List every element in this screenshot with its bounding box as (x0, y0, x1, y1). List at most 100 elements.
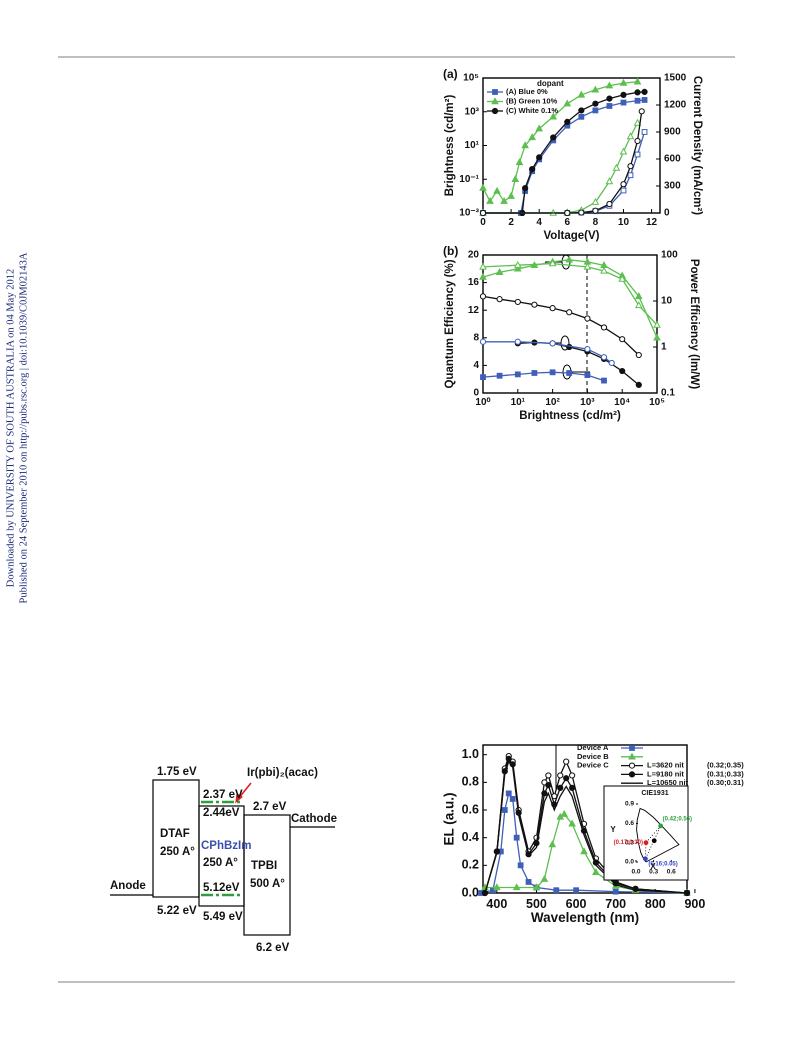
legend-label: L=3620 nit (647, 761, 684, 770)
y2-tick-label: 1200 (664, 100, 687, 111)
y2-tick-label: 300 (664, 181, 681, 192)
legend-marker (628, 762, 636, 769)
data-point (553, 887, 560, 894)
cathode-label: Cathode (291, 813, 337, 825)
data-point (635, 381, 642, 388)
data-point (557, 784, 564, 791)
data-point (522, 184, 529, 192)
data-point (619, 367, 626, 375)
cie-point (651, 838, 657, 844)
legend-group: Device C (577, 761, 609, 770)
data-point (549, 305, 556, 312)
data-point (479, 262, 487, 270)
data-point (525, 879, 532, 885)
data-point (493, 186, 501, 194)
data-point (560, 809, 569, 817)
layer-thickness: 250 A° (203, 857, 238, 869)
data-point (634, 97, 641, 104)
inset-x-label: X (650, 862, 656, 871)
data-point (626, 132, 635, 140)
legend-label: L=10650 nit (647, 778, 689, 787)
legend-cie: (0.32;0.35) (707, 761, 744, 770)
data-point (606, 95, 613, 102)
energy-diagram (110, 779, 335, 936)
data-point (606, 200, 613, 208)
panel-label: (b) (443, 244, 458, 258)
y2-tick-label: 0.1 (661, 388, 675, 399)
data-point (634, 151, 641, 158)
data-point (605, 81, 614, 89)
data-point (541, 790, 548, 797)
energy-level: 2.7 eV (253, 801, 287, 813)
data-point (584, 372, 591, 378)
y-tick-label: 0.2 (462, 858, 479, 872)
data-point (532, 883, 541, 891)
data-point (634, 292, 643, 300)
energy-level: 2.44eV (203, 807, 240, 819)
data-point (531, 301, 538, 308)
y2-tick-label: 1500 (664, 73, 687, 84)
y-tick-label: 0.0 (462, 885, 479, 899)
data-point (608, 359, 615, 367)
data-point (612, 163, 621, 171)
data-point (563, 758, 570, 765)
data-point (653, 333, 661, 341)
y-tick-label: 16 (468, 277, 480, 288)
data-point (480, 374, 486, 381)
data-point (592, 107, 599, 114)
data-point (479, 293, 487, 300)
energy-level: 6.2 eV (256, 942, 290, 954)
data-point (605, 177, 614, 185)
cie-point (643, 840, 649, 846)
y-tick-label: 10⁵ (463, 73, 479, 84)
data-point (513, 834, 520, 841)
y2-tick-label: 0 (664, 208, 670, 219)
y-tick-label: 8 (473, 332, 479, 343)
inset-y-label: Y (610, 825, 616, 834)
data-point (535, 124, 544, 132)
y-tick-label: 1.0 (462, 747, 479, 761)
data-point (578, 107, 585, 114)
data-point (531, 370, 538, 376)
data-point (591, 197, 600, 205)
data-point (600, 266, 608, 274)
x-tick-label: 500 (526, 897, 547, 911)
data-point (592, 100, 599, 107)
y2-tick-label: 100 (661, 250, 678, 261)
legend-marker (492, 89, 498, 95)
dopant-label: Ir(pbi)₂(acac) (247, 767, 318, 779)
data-point (633, 118, 642, 126)
x-tick-label: 800 (645, 897, 666, 911)
legend-label: Device B (577, 752, 609, 761)
data-point (517, 862, 524, 869)
cie-point (658, 823, 664, 829)
energy-level: 5.12eV (203, 882, 240, 894)
x-axis-label: Brightness (cd/m²) (519, 410, 621, 422)
data-point (634, 137, 641, 145)
data-point (619, 147, 628, 155)
layer-name: TPBI (251, 860, 277, 872)
inset-y-tick-label: 0.0 (625, 859, 634, 866)
energy-level: 1.75 eV (157, 766, 197, 778)
data-point (545, 772, 552, 779)
data-point (578, 209, 585, 216)
cie-point-label: (0.17;0.30) (614, 840, 643, 846)
data-point (557, 772, 564, 779)
data-point (591, 85, 600, 93)
data-point (606, 103, 613, 109)
data-point (511, 175, 520, 182)
data-point (627, 172, 634, 179)
data-point (573, 887, 579, 894)
data-point (619, 336, 626, 343)
data-point (584, 315, 591, 322)
data-point (577, 90, 586, 98)
y-axis-label: Quantum Efficiency (%) (444, 259, 456, 388)
legend-label: (A) Blue 0% (506, 87, 548, 96)
series-line (483, 131, 646, 214)
x-axis-label: Wavelength (nm) (531, 910, 639, 925)
y-tick-label: 12 (468, 305, 480, 316)
data-point (513, 264, 522, 272)
dopant-arrowhead (235, 793, 244, 804)
data-point (641, 97, 648, 103)
data-point (528, 133, 537, 141)
